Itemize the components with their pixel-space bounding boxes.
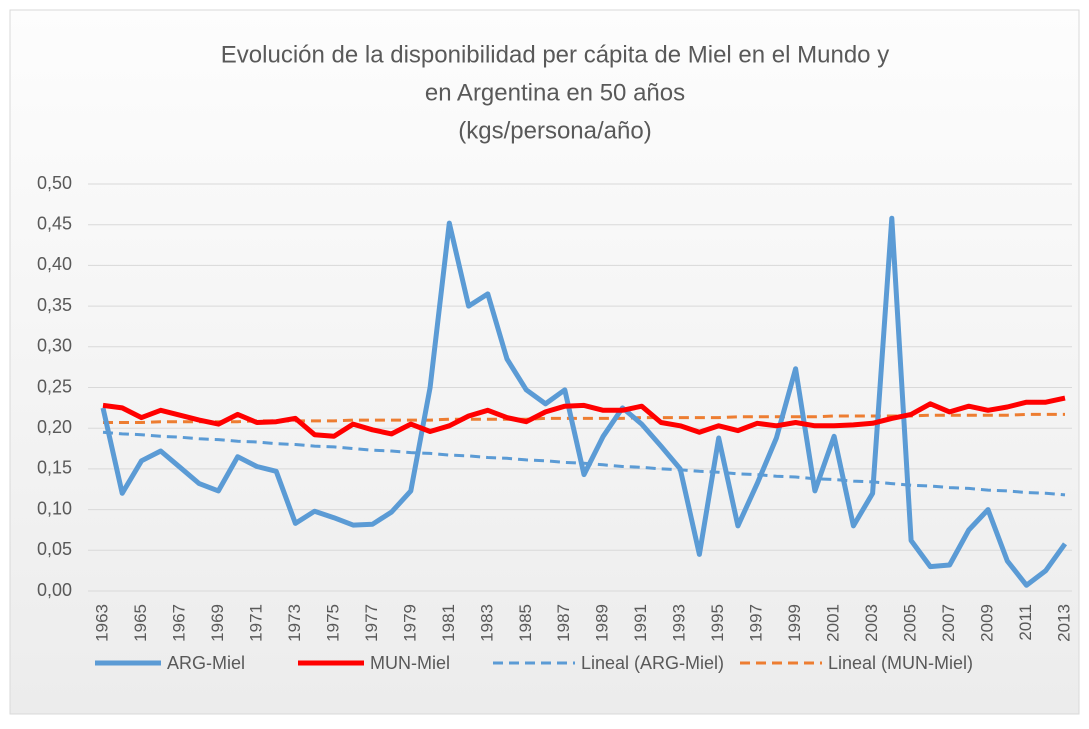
x-tick-label: 1995 <box>708 604 727 642</box>
y-tick-label: 0,45 <box>37 213 72 233</box>
x-tick-label: 2013 <box>1054 604 1073 642</box>
y-tick-label: 0,35 <box>37 295 72 315</box>
chart-title: (kgs/persona/año) <box>458 117 651 144</box>
series-line <box>100 215 1068 588</box>
x-tick-label: 1963 <box>92 604 111 642</box>
y-tick-label: 0,20 <box>37 417 72 437</box>
x-tick-label: 1983 <box>477 604 496 642</box>
x-tick-label: 1999 <box>785 604 804 642</box>
y-tick-label: 0,40 <box>37 254 72 274</box>
x-tick-label: 1971 <box>246 604 265 642</box>
chart-title: Evolución de la disponibilidad per cápit… <box>221 41 889 68</box>
x-tick-label: 2005 <box>901 604 920 642</box>
x-tick-label: 1997 <box>747 604 766 642</box>
legend-label: MUN-Miel <box>370 653 450 673</box>
x-tick-label: 2009 <box>978 604 997 642</box>
legend-label: Lineal (ARG-Miel) <box>581 653 724 673</box>
x-tick-label: 1987 <box>554 604 573 642</box>
x-tick-label: 2003 <box>862 604 881 642</box>
x-tick-label: 2001 <box>824 604 843 642</box>
y-tick-label: 0,50 <box>37 173 72 193</box>
x-tick-label: 1981 <box>439 604 458 642</box>
legend-label: ARG-Miel <box>167 653 245 673</box>
x-tick-label: 1969 <box>208 604 227 642</box>
x-tick-label: 1991 <box>631 604 650 642</box>
x-tick-label: 1989 <box>593 604 612 642</box>
x-tick-label: 1967 <box>169 604 188 642</box>
y-tick-label: 0,05 <box>37 539 72 559</box>
x-tick-label: 1977 <box>362 604 381 642</box>
x-tick-label: 1965 <box>131 604 150 642</box>
x-tick-label: 2011 <box>1016 604 1035 641</box>
y-tick-label: 0,15 <box>37 458 72 478</box>
x-tick-label: 1993 <box>670 604 689 642</box>
y-tick-label: 0,30 <box>37 336 72 356</box>
x-tick-label: 1979 <box>400 604 419 642</box>
chart-title: en Argentina en 50 años <box>425 79 685 106</box>
x-tick-label: 2007 <box>939 604 958 642</box>
series-line <box>102 395 1066 439</box>
y-tick-label: 0,00 <box>37 580 72 600</box>
y-tick-label: 0,10 <box>37 498 72 518</box>
x-tick-label: 1973 <box>285 604 304 642</box>
legend-label: Lineal (MUN-Miel) <box>828 653 973 673</box>
y-tick-label: 0,25 <box>37 376 72 396</box>
x-tick-label: 1985 <box>516 604 535 642</box>
x-tick-label: 1975 <box>323 604 342 642</box>
trend-line <box>102 430 1066 497</box>
